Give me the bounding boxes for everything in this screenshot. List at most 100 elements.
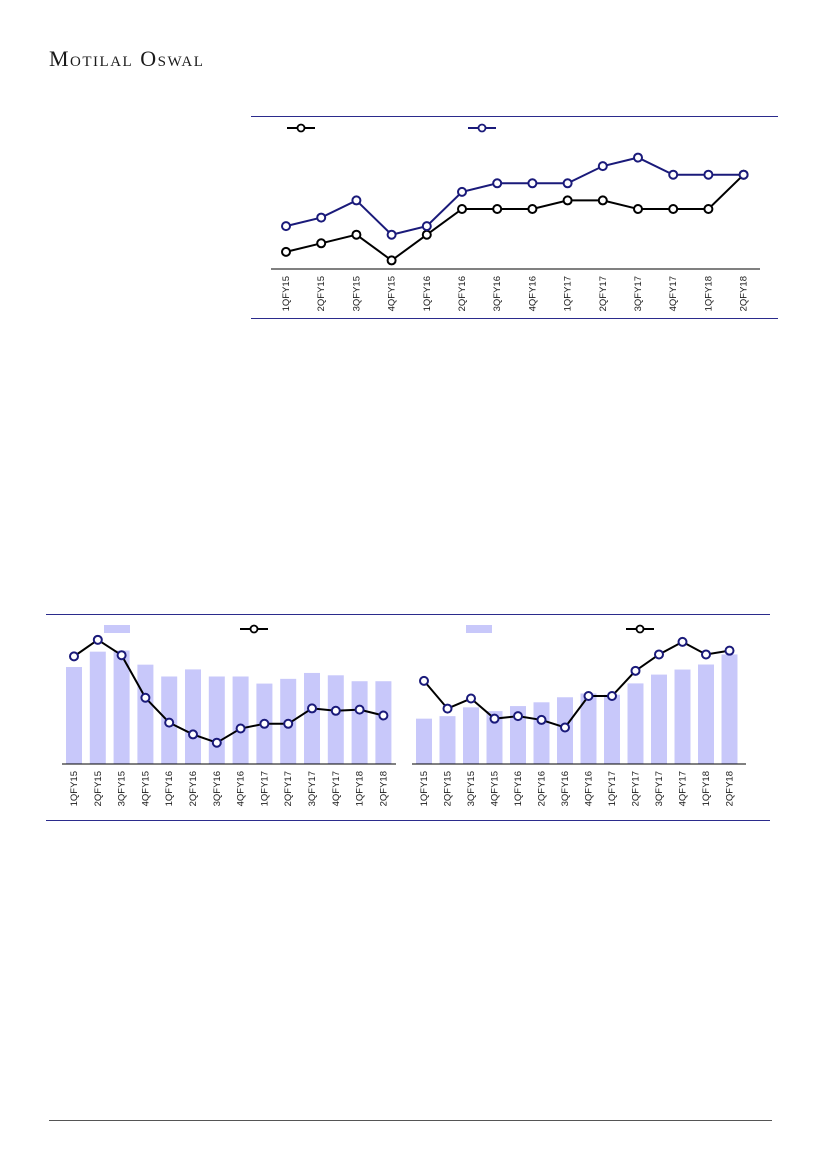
tick-label: 1QFY18 [703,276,714,311]
bar-3QFY15 [463,707,479,764]
point-1-1QFY17 [259,718,270,729]
point-1-1QFY18 [701,649,711,660]
legend-swatch-marker [249,624,259,634]
line-chart-1: 1QFY15 2QFY15 3QFY15 4QFY15 1QFY16 2QFY16 3QFY… [271,123,760,311]
tick-label: 3QFY17 [307,771,318,806]
point-1-3QFY16 [560,722,570,733]
tick-label: 2QFY17 [283,771,294,806]
point-1-2QFY16 [536,714,547,725]
point-1-4QFY15 [489,713,500,724]
bar-2QFY16 [185,669,201,764]
tick-label: 2QFY17 [631,771,642,806]
tick-label: 4QFY15 [140,771,151,806]
point-1-3QFY15 [351,195,362,206]
tick-label: 1QFY16 [422,276,433,311]
bar-3QFY16 [208,676,225,764]
point-1-4QFY17 [668,169,679,180]
tick-label: 3QFY16 [492,276,503,311]
point-1-3QFY16 [492,178,503,189]
bar-3QFY15 [113,650,130,764]
tick-label: 4QFY17 [678,771,689,806]
point-0-2QFY15 [316,238,327,249]
point-0-4QFY16 [527,204,538,214]
tick-label: 2QFY16 [537,771,548,806]
bar-1QFY15 [416,718,432,764]
point-1-3QFY17 [654,649,664,660]
point-1-4QFY17 [677,636,688,647]
point-1-1QFY18 [354,704,365,715]
point-1-2QFY17 [283,718,294,729]
chart1-top-rule [251,116,778,117]
point-1-2QFY18 [738,169,749,180]
point-1-1QFY15 [69,651,79,662]
company-logo: Motilal Oswal [49,46,205,71]
tick-label: 2QFY15 [316,276,327,311]
tick-label: 1QFY15 [419,771,430,806]
tick-label: 1QFY15 [281,276,292,311]
bar-4QFY15 [486,711,503,764]
tick-label: 3QFY17 [654,771,665,806]
bar-1QFY15 [66,667,82,764]
point-1-1QFY16 [513,711,523,722]
point-1-1QFY16 [421,221,432,232]
tick-label: 3QFY15 [117,771,128,806]
series-line-1 [285,156,744,236]
point-0-3QFY15 [351,229,362,240]
tick-label: 1QFY16 [513,771,524,806]
point-1-4QFY16 [235,723,246,734]
tick-label: 4QFY17 [331,771,342,806]
point-1-2QFY16 [188,729,198,740]
point-1-1QFY17 [607,691,617,701]
point-0-2QFY16 [457,204,467,214]
bar-2QFY15 [439,716,456,764]
bar-3QFY17 [651,674,667,764]
legend-swatch-marker [635,624,645,634]
point-1-3QFY17 [307,703,317,714]
series-line-0 [285,173,745,262]
tick-label: 2QFY18 [739,276,750,311]
tick-label: 4QFY15 [490,771,501,806]
point-0-1QFY18 [703,204,714,214]
point-1-4QFY15 [140,692,151,703]
bar-2QFY15 [89,651,106,764]
tick-label: 3QFY16 [560,771,571,806]
tick-label: 4QFY17 [668,276,679,311]
point-1-1QFY15 [419,675,429,686]
point-0-1QFY15 [281,246,291,257]
point-0-4QFY17 [668,204,679,214]
bar-1QFY16 [510,706,526,764]
tick-label: 4QFY16 [236,771,247,806]
tick-label: 1QFY18 [355,771,366,806]
chart1-bottom-rule [251,318,778,319]
bar-line-chart-2: 1QFY15 2QFY15 3QFY15 4QFY15 1QFY16 2QFY16 3QFY… [62,624,396,806]
legend-swatch-bar [104,625,130,633]
tick-label: 2QFY16 [188,771,199,806]
bar-line-chart-3: 1QFY15 2QFY15 3QFY15 4QFY15 1QFY16 2QFY16 3QFY… [412,624,746,806]
bar-4QFY17 [674,669,691,764]
bar-3QFY17 [304,672,320,764]
bar-4QFY15 [137,664,154,764]
tick-label: 4QFY15 [387,276,398,311]
point-1-2QFY18 [378,710,389,721]
point-1-2QFY17 [597,161,608,172]
tick-label: 3QFY15 [466,771,477,806]
tick-label: 2QFY15 [93,771,104,806]
point-0-1QFY17 [562,195,573,206]
point-1-2QFY17 [630,665,641,676]
tick-label: 2QFY16 [457,276,468,311]
point-1-1QFY16 [164,717,175,728]
bar-2QFY18 [375,681,392,764]
point-1-2QFY15 [316,212,327,223]
bar-4QFY16 [580,693,597,764]
point-1-1QFY18 [703,169,714,180]
point-1-1QFY17 [562,178,573,189]
tick-label: 3QFY16 [212,771,223,806]
tick-label: 1QFY16 [164,771,175,806]
tick-label: 1QFY17 [563,276,574,311]
tick-label: 1QFY15 [69,771,80,806]
point-1-4QFY15 [386,229,397,240]
point-1-1QFY15 [281,221,291,232]
tick-label: 2QFY18 [725,771,736,806]
legend-swatch-marker [477,123,487,133]
point-1-4QFY16 [527,178,538,189]
